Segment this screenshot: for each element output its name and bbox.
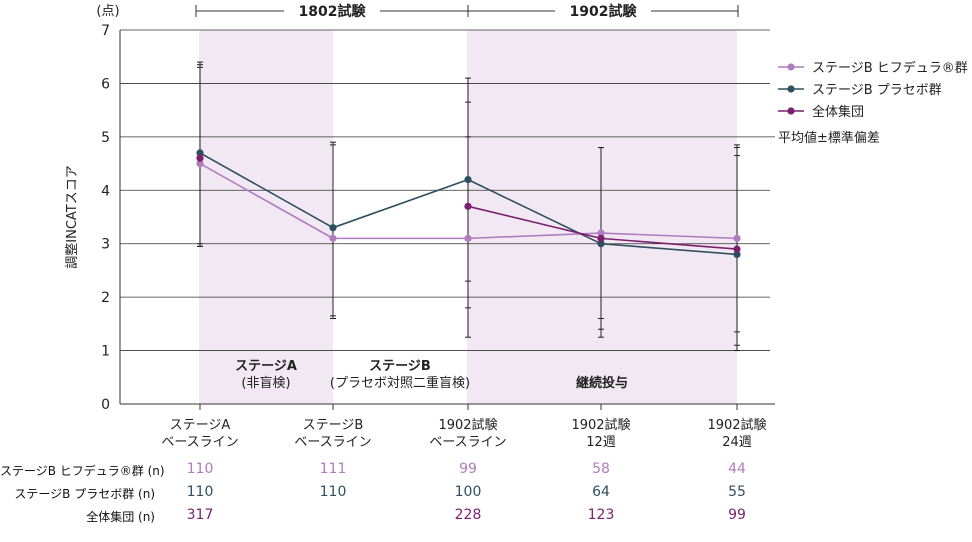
table-cell: 64 <box>592 484 610 500</box>
y-tick-label: 5 <box>101 130 110 146</box>
x-tick-label: ステージA ベースライン <box>161 418 238 450</box>
table-cell: 110 <box>186 484 214 500</box>
x-tick-label: 1902試験 12週 <box>571 417 630 450</box>
x-tick-label: 1902試験ベースライン <box>429 417 506 450</box>
data-point-overall <box>597 234 605 242</box>
axes: 0 1 2 3 4 5 6 7 ステージA ベースライン ステージB ベースライン 1902試験ベースラ… <box>65 4 775 450</box>
study-1802-label: 1802試験 <box>299 3 367 20</box>
x-tick-label: ステージB ベースライン <box>294 418 371 450</box>
y-tick-label: 0 <box>101 397 110 413</box>
data-point-placebo <box>464 176 472 184</box>
data-point-overall <box>464 202 472 210</box>
stage-b-sub-label: (プラセボ対照二重盲検) <box>330 375 470 391</box>
y-tick-label: 6 <box>101 76 110 92</box>
data-point-overall <box>733 245 741 253</box>
table-cell: 44 <box>728 461 746 477</box>
table-cell: 123 <box>587 507 615 523</box>
legend-label-placebo: ステージB プラセボ群 <box>812 83 942 98</box>
table-cell: 111 <box>319 461 347 477</box>
y-tick-label: 1 <box>101 344 110 360</box>
y-tick-label: 4 <box>101 183 110 199</box>
shaded-region-0 <box>199 30 333 404</box>
data-point-placebo <box>733 250 741 258</box>
table-cell: 110 <box>186 461 214 477</box>
series-line-1 <box>199 152 334 229</box>
series-line-2 <box>467 205 602 240</box>
data-point-hyqvia <box>196 159 204 168</box>
y-tick-label: 2 <box>101 290 110 306</box>
legend-label-hyqvia: ステージB ヒフデュラ®群 <box>812 60 968 76</box>
data-point-overall <box>196 154 204 162</box>
series-line-1 <box>332 178 469 229</box>
legend-note: 平均値±標準偏差 <box>778 130 880 146</box>
stage-b-label: ステージB <box>369 359 431 374</box>
y-axis-label: 調整INCATスコア <box>65 165 80 268</box>
shaded-regions <box>199 30 737 404</box>
table-cell: 317 <box>186 507 214 523</box>
table-cell: 58 <box>592 461 610 477</box>
data-point-placebo <box>597 240 605 248</box>
series-line-0 <box>600 232 738 240</box>
study-header: 1802試験 1902試験 <box>195 3 739 20</box>
legend-marker-placebo <box>787 85 795 93</box>
data-point-hyqvia <box>329 234 337 242</box>
series-line-2 <box>600 237 738 250</box>
table-cell: 228 <box>454 507 482 523</box>
shaded-region-1 <box>467 30 737 404</box>
continued-dosing-label: 継続投与 <box>576 375 628 391</box>
series-lines <box>199 152 738 256</box>
series-line-0 <box>199 162 334 240</box>
data-point-hyqvia <box>464 234 472 242</box>
table-cell: 100 <box>454 484 482 500</box>
table-cell: 110 <box>319 484 347 500</box>
stage-a-label: ステージA <box>235 359 297 374</box>
table-cell: 99 <box>459 461 477 477</box>
x-tick-label: 1902試験 24週 <box>707 417 766 450</box>
table-cell: 55 <box>728 484 746 500</box>
series-line-1 <box>600 242 738 256</box>
y-tick-label: 3 <box>101 237 110 253</box>
legend-marker-hyqvia <box>787 63 795 71</box>
stage-a-sub-label: (非盲検) <box>241 375 290 391</box>
table-row-label: ステージB プラセボ群 (n) <box>14 487 155 501</box>
data-point-placebo <box>196 149 204 157</box>
legend-label-overall: 全体集団 <box>812 104 864 120</box>
phase-annotations: ステージA(非盲検) ステージB(プラセボ対照二重盲検) 継続投与 <box>235 359 628 391</box>
series-points <box>196 149 741 258</box>
y-unit-label: (点) <box>96 4 119 19</box>
study-1902-label: 1902試験 <box>570 3 638 20</box>
data-point-hyqvia <box>733 234 741 242</box>
legend-marker-overall <box>787 107 795 115</box>
data-point-placebo <box>329 224 337 232</box>
series-line-0 <box>467 232 602 240</box>
y-tick-label: 7 <box>101 23 110 39</box>
data-point-hyqvia <box>597 229 605 237</box>
table-row-label: 全体集団 (n) <box>86 510 155 524</box>
table-cell: 99 <box>728 507 746 523</box>
table-row-label: ステージB ヒフデュラ®群 (n) <box>0 464 165 478</box>
